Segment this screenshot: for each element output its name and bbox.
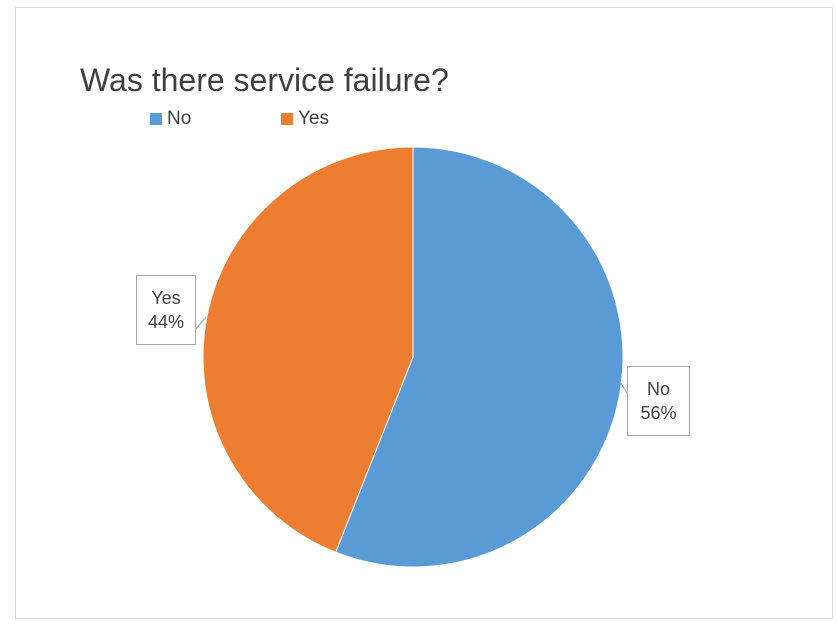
- legend-item-no: No: [150, 108, 191, 130]
- legend-label-yes: Yes: [298, 108, 329, 129]
- data-label-yes-value: 44%: [147, 312, 185, 332]
- data-label-no-value: 56%: [640, 403, 677, 423]
- pie-slice-no: [335, 146, 624, 568]
- data-label-yes: Yes 44%: [136, 275, 196, 345]
- data-label-no-category: No: [646, 379, 670, 399]
- data-label-yes-category: Yes: [151, 288, 181, 308]
- legend-label-no: No: [167, 108, 192, 129]
- legend-swatch-no: [150, 113, 162, 125]
- leader-line-no: [618, 379, 628, 394]
- legend-item-yes: Yes: [281, 108, 329, 130]
- pie-slice-yes: [202, 146, 414, 553]
- data-label-no: No 56%: [627, 366, 690, 436]
- chart-title: Was there service failure?: [80, 62, 449, 98]
- leader-line-yes: [195, 316, 207, 330]
- legend-swatch-yes: [281, 113, 293, 125]
